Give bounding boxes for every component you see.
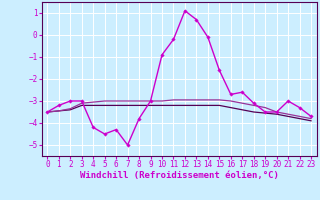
X-axis label: Windchill (Refroidissement éolien,°C): Windchill (Refroidissement éolien,°C) bbox=[80, 171, 279, 180]
